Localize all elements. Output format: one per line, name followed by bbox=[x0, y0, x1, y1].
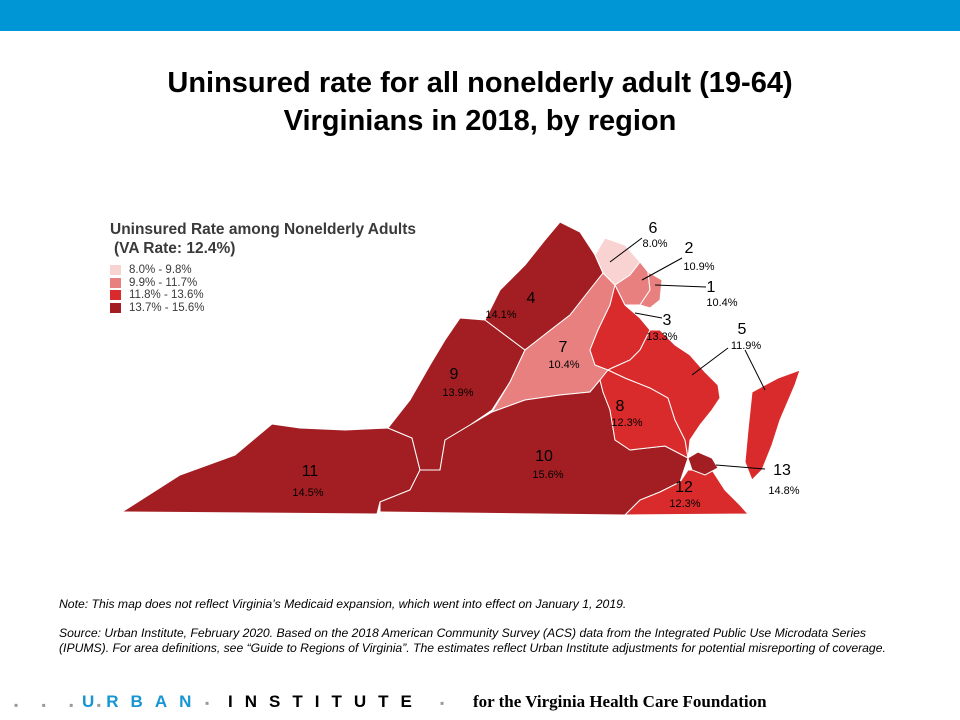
leader-line-6 bbox=[609, 237, 643, 263]
region-2-rate: 10.9% bbox=[683, 261, 714, 273]
region-8-number: 8 bbox=[616, 398, 625, 415]
region-7-number: 7 bbox=[559, 339, 568, 356]
leader-line-2 bbox=[641, 257, 683, 281]
region-9-number: 9 bbox=[450, 366, 459, 383]
region-3-rate: 13.3% bbox=[646, 331, 677, 343]
footnote-note: Note: This map does not reflect Virginia… bbox=[59, 597, 627, 611]
region-5-eastern-shore bbox=[744, 369, 801, 481]
region-3-number: 3 bbox=[663, 312, 672, 329]
region-7-rate: 10.4% bbox=[548, 359, 579, 371]
leader-line-3 bbox=[634, 312, 663, 319]
legend-title-line-1: Uninsured Rate among Nonelderly Adults bbox=[110, 221, 417, 238]
header-bar bbox=[0, 0, 960, 31]
region-13-number: 13 bbox=[773, 462, 791, 479]
region-1-rate: 10.4% bbox=[706, 297, 737, 309]
legend-items: 8.0% - 9.8% 9.9% - 11.7% 11.8% - 13.6% 1… bbox=[110, 264, 416, 314]
region-11-number: 11 bbox=[302, 463, 319, 480]
legend-item: 13.7% - 15.6% bbox=[110, 302, 416, 315]
region-9-rate: 13.9% bbox=[442, 387, 473, 399]
legend-title-line-2: (VA Rate: 12.4%) bbox=[114, 240, 236, 257]
region-13-rate: 14.8% bbox=[768, 485, 799, 497]
region-11 bbox=[120, 423, 421, 515]
legend-item: 9.9% - 11.7% bbox=[110, 277, 416, 290]
title-line-1: Uninsured rate for all nonelderly adult … bbox=[167, 67, 793, 99]
leader-line-1 bbox=[654, 284, 707, 288]
region-13 bbox=[687, 451, 719, 476]
region-5-rate: 11.9% bbox=[731, 340, 762, 352]
region-10-rate: 15.6% bbox=[532, 469, 563, 481]
region-2-number: 2 bbox=[685, 240, 694, 257]
legend-swatch bbox=[110, 290, 121, 301]
leader-line-5b bbox=[744, 349, 766, 391]
region-5-number: 5 bbox=[738, 321, 747, 338]
region-4-number: 4 bbox=[527, 290, 536, 307]
legend-item: 8.0% - 9.8% bbox=[110, 264, 416, 277]
region-11-rate: 14.5% bbox=[292, 487, 323, 499]
footer-separator: ▪ bbox=[440, 696, 445, 710]
legend-item-label: 8.0% - 9.8% bbox=[129, 264, 192, 277]
legend-item: 11.8% - 13.6% bbox=[110, 289, 416, 302]
region-12-rate: 12.3% bbox=[669, 498, 700, 510]
footnote-source: Source: Urban Institute, February 2020. … bbox=[59, 626, 886, 655]
region-1 bbox=[639, 271, 663, 309]
leader-line-5a bbox=[691, 347, 729, 376]
title-line-2: Virginians in 2018, by region bbox=[283, 105, 677, 137]
region-5 bbox=[606, 329, 721, 459]
region-6-number: 6 bbox=[649, 220, 658, 237]
region-1-number: 1 bbox=[707, 279, 716, 296]
legend-swatch bbox=[110, 265, 121, 276]
footer-separator: ▪ bbox=[205, 696, 210, 710]
legend-swatch bbox=[110, 302, 121, 313]
legend-item-label: 13.7% - 15.6% bbox=[129, 301, 205, 314]
region-4-rate: 14.1% bbox=[485, 309, 516, 321]
leader-line-13 bbox=[715, 464, 766, 470]
brand-institute-logo: INSTITUTE bbox=[228, 692, 424, 711]
map-legend: Uninsured Rate among Nonelderly Adults (… bbox=[110, 220, 416, 314]
footer: ▪ ▪ ▪ ▪ URBAN ▪ INSTITUTE ▪ for the Virg… bbox=[0, 690, 960, 716]
legend-item-label: 9.9% - 11.7% bbox=[129, 276, 198, 289]
footer-tagline: for the Virginia Health Care Foundation bbox=[473, 692, 767, 711]
region-10-number: 10 bbox=[535, 448, 553, 465]
legend-swatch bbox=[110, 277, 121, 288]
footer-dots: ▪ ▪ ▪ ▪ bbox=[14, 698, 112, 712]
region-12-number: 12 bbox=[675, 479, 693, 496]
legend-item-label: 11.8% - 13.6% bbox=[129, 289, 204, 302]
brand-urban-logo: URBAN bbox=[82, 692, 204, 711]
region-6-rate: 8.0% bbox=[642, 238, 667, 250]
page-title: Uninsured rate for all nonelderly adult … bbox=[80, 64, 880, 140]
region-8-rate: 12.3% bbox=[611, 417, 642, 429]
